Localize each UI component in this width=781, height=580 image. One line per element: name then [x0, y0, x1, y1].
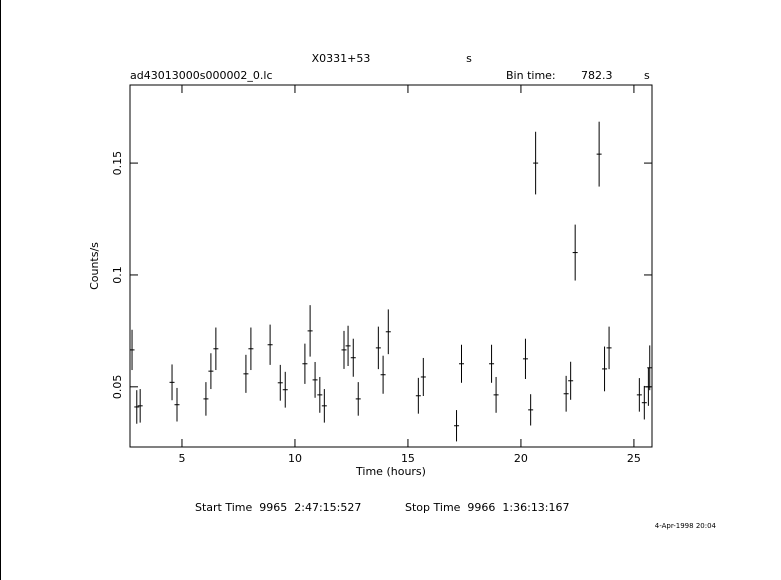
x-tick-label: 5: [178, 452, 185, 465]
chart-title: X0331+53: [312, 52, 371, 65]
y-tick-label: 0.15: [111, 151, 124, 176]
x-axis-label: Time (hours): [355, 465, 426, 478]
start-time: Start Time 9965 2:47:15:527: [195, 501, 361, 514]
bin-time-label: Bin time:: [506, 69, 556, 82]
bin-time-unit: s: [644, 69, 650, 82]
x-tick-label: 20: [514, 452, 528, 465]
plot-frame: [129, 84, 653, 448]
y-tick-label: 0.1: [111, 266, 124, 284]
bin-time: 782.3: [581, 69, 613, 82]
title-unit: s: [466, 52, 472, 65]
x-tick-label: 15: [401, 452, 415, 465]
y-axis-label: Counts/s: [88, 242, 101, 290]
x-tick-label: 10: [288, 452, 302, 465]
stop-time: Stop Time 9966 1:36:13:167: [405, 501, 570, 514]
x-tick-label: 25: [627, 452, 641, 465]
y-tick-label: 0.05: [111, 375, 124, 400]
subtitle: ad43013000s000002_0.lc: [130, 69, 273, 82]
plot-date: 4-Apr-1998 20:04: [655, 522, 717, 530]
